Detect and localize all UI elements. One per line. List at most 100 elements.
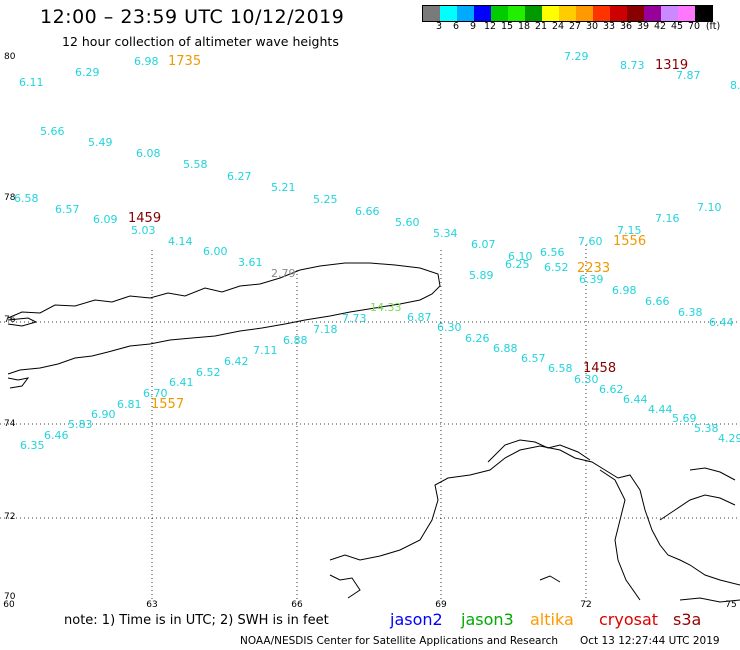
wave-height: 5.38 [694,422,719,435]
wave-height: 6.70 [143,387,168,400]
generation-timestamp: Oct 13 12:27:44 UTC 2019 [580,635,720,647]
wave-height: 6.41 [169,376,194,389]
wave-height: 6.81 [117,398,142,411]
wave-height: 3.61 [238,256,263,269]
wave-height: 6.42 [224,355,249,368]
wave-height: 6.58 [548,362,573,375]
lon-label: 69 [435,600,447,610]
wave-height: 5.89 [469,269,494,282]
legend-label: 24 [551,21,565,32]
wave-height: 8.73 [620,59,645,72]
pass-time: 1459 [128,211,162,226]
wave-height: 7.87 [676,69,701,82]
pass-time: 1458 [583,361,617,376]
lat-label: 74 [4,419,16,429]
wave-height: 6.08 [136,147,161,160]
wave-height: 6.38 [678,306,703,319]
wave-height: 5.03 [131,224,156,237]
wave-height: 6.57 [55,203,80,216]
lon-label: 72 [580,600,592,610]
legend-swatch [491,6,508,21]
legend-label: 15 [500,21,514,32]
wave-height: 6.30 [574,373,599,386]
wave-height: 5.69 [672,412,697,425]
wave-height: 6.98 [134,55,159,68]
legend-label: 33 [602,21,616,32]
lat-label: 78 [4,193,16,203]
legend-label: 18 [517,21,531,32]
wave-height: 5.58 [183,158,208,171]
wave-height: 6.25 [505,258,530,271]
wave-height: 5.25 [313,193,338,206]
wave-height: 6.62 [599,383,624,396]
satellite-jason3: jason3 [461,610,514,629]
legend-label: 42 [653,21,667,32]
graticule [0,245,740,602]
wave-height: 5.60 [395,216,420,229]
wave-height: 7.11 [253,344,278,357]
legend-swatch [423,6,440,21]
wave-height: 6.90 [91,408,116,421]
credit-line: NOAA/NESDIS Center for Satellite Applica… [240,635,558,647]
wave-height: 6.46 [44,429,69,442]
legend-swatch [627,6,644,21]
legend-swatch [644,6,661,21]
lat-label: 76 [4,315,16,325]
wave-height: 5.49 [88,136,113,149]
wave-height: 5.34 [433,227,458,240]
satellite-cryosat: cryosat [599,610,659,629]
wave-height: 6.88 [493,342,518,355]
wave-height: 6.52 [196,366,221,379]
legend-swatch [508,6,525,21]
legend-label: (ft) [705,21,721,32]
coastline [7,262,740,603]
wave-height: 5.66 [40,125,65,138]
legend-swatch [525,6,542,21]
wave-height: 5.21 [271,181,296,194]
wave-height: 6.26 [465,332,490,345]
wave-height: 4.14 [168,235,193,248]
wave-height: 14.33 [370,301,402,314]
wave-height: 7.15 [617,224,642,237]
lat-label: 70 [4,592,16,602]
wave-height: 4.44 [648,403,673,416]
legend-swatch [542,6,559,21]
wave-height: 8. [730,79,740,92]
legend-swatch [559,6,576,21]
wave-height: 7.29 [564,50,589,63]
satellite-jason2: jason2 [390,610,443,629]
legend-swatch [576,6,593,21]
wave-height: 6.66 [645,295,670,308]
wave-height: 7.60 [578,235,603,248]
satellite-s3a: s3a [673,610,702,629]
pass-time: 1735 [168,54,202,69]
legend-label: 70 [687,21,701,32]
pass-time: 2233 [577,261,611,276]
legend-label: 12 [483,21,497,32]
legend-swatch [610,6,627,21]
wave-height: 6.29 [75,66,100,79]
wave-height: 7.18 [313,323,338,336]
legend-label: 3 [435,21,443,32]
units-note: note: 1) Time is in UTC; 2) SWH is in fe… [64,613,329,628]
lon-label: 75 [725,600,737,610]
legend-swatch [474,6,491,21]
legend-swatch [661,6,678,21]
wave-height: 6.87 [407,311,432,324]
wave-height: 6.44 [709,316,734,329]
wave-height: 6.07 [471,238,496,251]
wave-height: 6.00 [203,245,228,258]
legend-label: 36 [619,21,633,32]
wave-height: 6.11 [19,76,44,89]
page-subtitle: 12 hour collection of altimeter wave hei… [62,34,339,49]
wave-height: 6.39 [579,273,604,286]
lon-label: 66 [291,600,303,610]
wave-height: 6.30 [437,321,462,334]
lat-label: 80 [4,52,16,62]
color-legend [422,5,713,22]
wave-height: 6.10 [508,250,533,263]
pass-time: 1557 [151,397,185,412]
wave-height: 6.27 [227,170,252,183]
